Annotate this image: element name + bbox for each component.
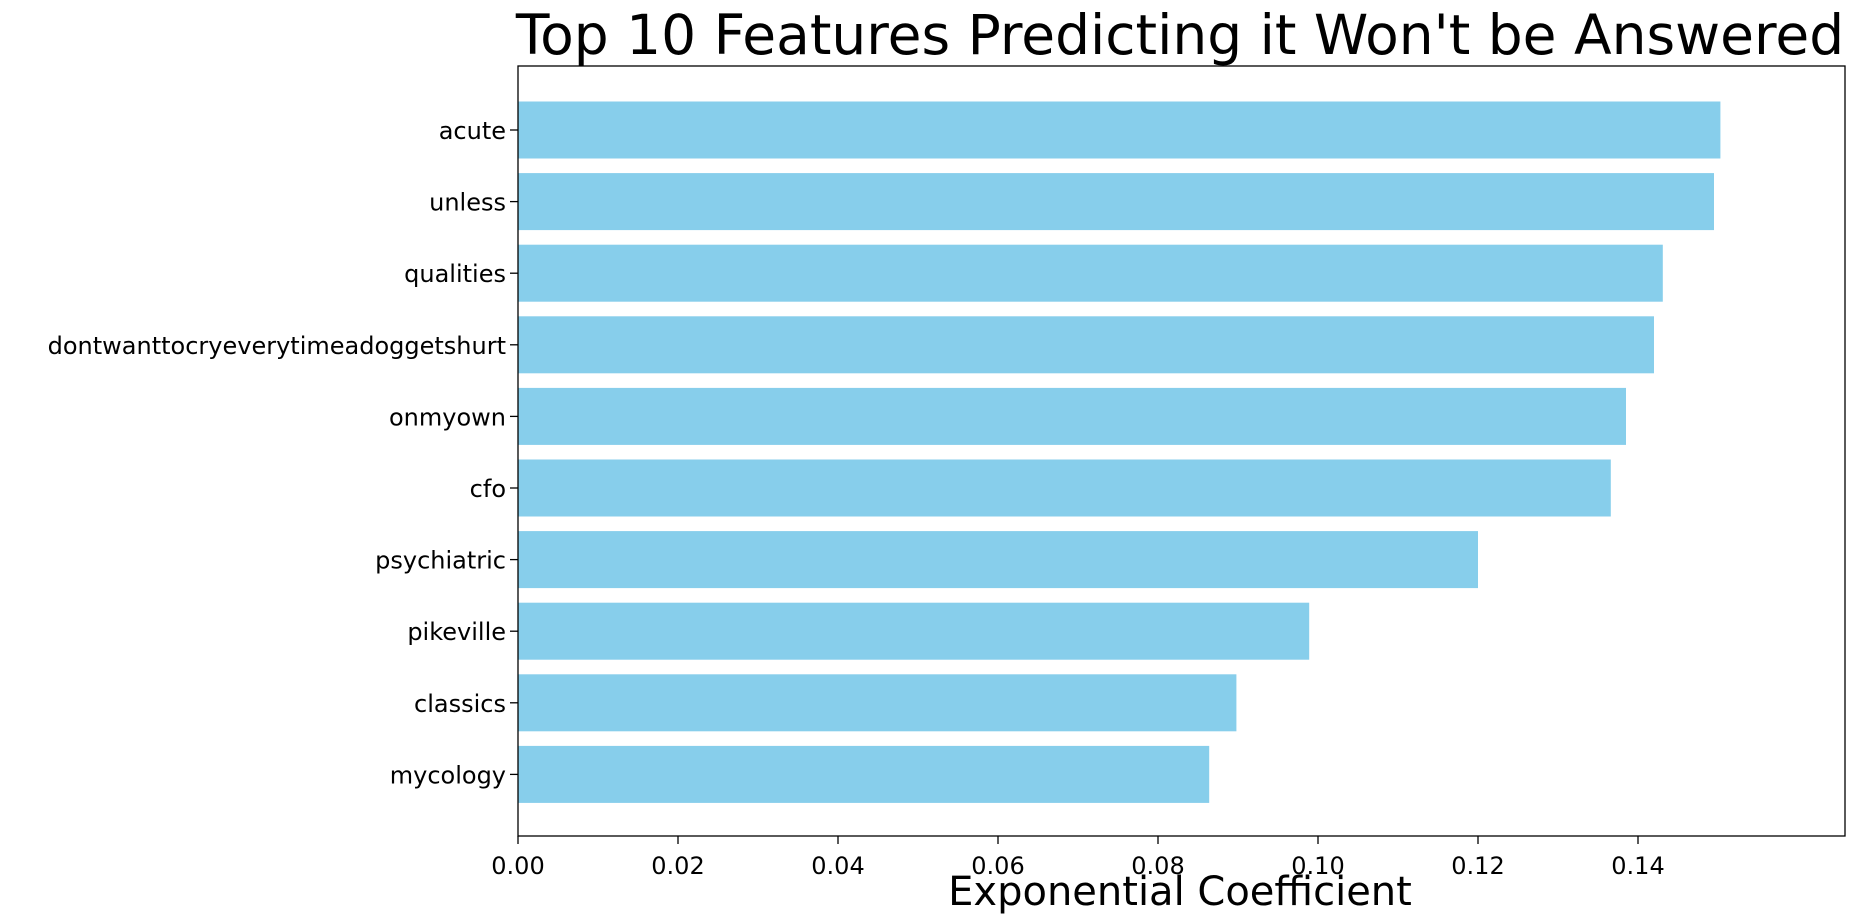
bar-dontwanttocryeverytimeadoggetshurt: [518, 316, 1654, 374]
bar-qualities: [518, 244, 1663, 302]
bar-onmyown: [518, 387, 1626, 445]
y-tick-label: dontwanttocryeverytimeadoggetshurt: [48, 332, 506, 360]
x-tick-label: 0.10: [1291, 852, 1344, 880]
x-axis-ticks: 0.00 0.02 0.04 0.06 0.08 0.10 0.12 0.14: [491, 836, 1665, 880]
x-tick-label: 0.12: [1451, 852, 1504, 880]
y-tick-label: qualities: [404, 260, 506, 288]
x-axis-label: Exponential Coefficient: [948, 869, 1412, 915]
x-tick-label: 0.08: [1131, 852, 1184, 880]
y-tick-label: cfo: [470, 475, 506, 503]
y-tick-label: mycology: [390, 761, 506, 789]
chart-title: Top 10 Features Predicting it Won't be A…: [515, 3, 1844, 67]
y-tick-label: onmyown: [389, 403, 506, 431]
y-tick-label: classics: [414, 690, 506, 718]
bar-mycology: [518, 745, 1210, 803]
x-tick-label: 0.06: [971, 852, 1024, 880]
bar-psychiatric: [518, 531, 1478, 589]
y-tick-label: unless: [429, 189, 506, 217]
x-tick-label: 0.02: [651, 852, 704, 880]
y-axis-ticks: acute unless qualities dontwanttocryeveryti…: [48, 117, 518, 789]
bar-pikeville: [518, 602, 1310, 660]
bar-unless: [518, 173, 1714, 231]
bar-cfo: [518, 459, 1611, 517]
y-tick-label: psychiatric: [375, 547, 506, 575]
x-tick-label: 0.00: [491, 852, 544, 880]
x-tick-label: 0.04: [811, 852, 864, 880]
bar-acute: [518, 101, 1721, 159]
bar-classics: [518, 674, 1237, 732]
bars-group: [518, 101, 1721, 803]
x-tick-label: 0.14: [1611, 852, 1664, 880]
y-tick-label: acute: [439, 117, 506, 145]
plot-frame: [517, 65, 1846, 837]
y-tick-label: pikeville: [407, 618, 506, 646]
